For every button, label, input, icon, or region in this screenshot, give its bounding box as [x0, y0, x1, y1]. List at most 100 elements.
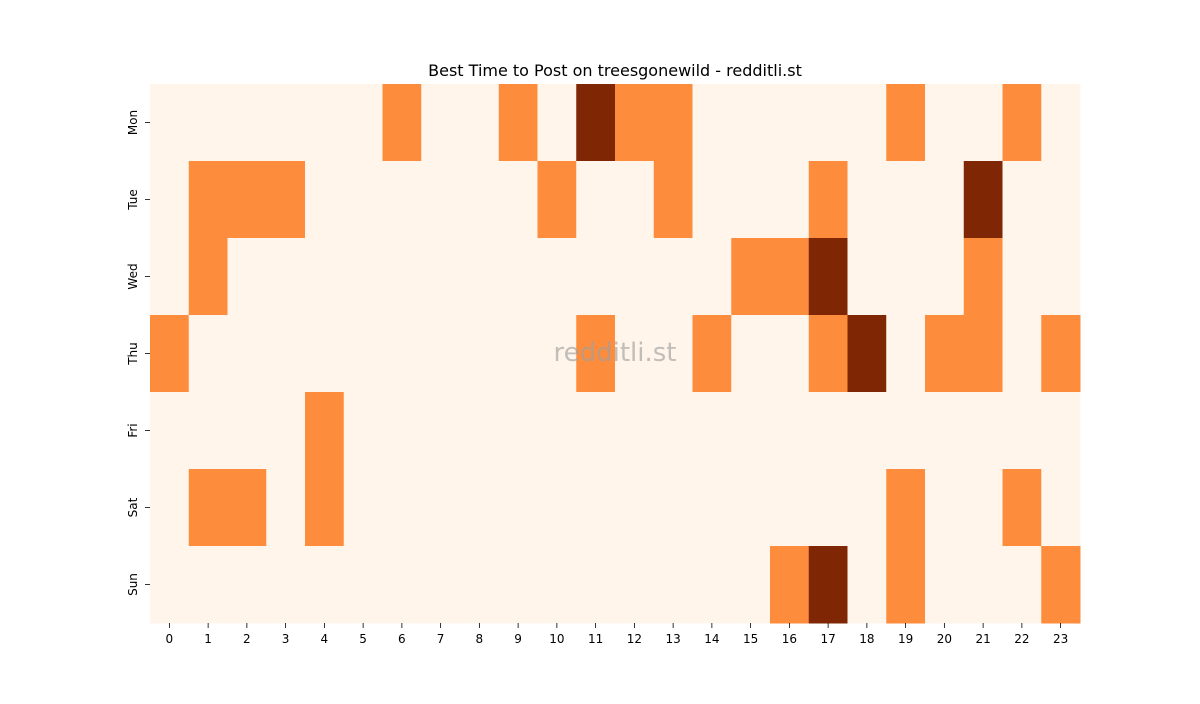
heatmap-cell-sun-13: [653, 546, 693, 624]
x-tick-label-17: 17: [820, 632, 835, 646]
heatmap-cell-thu-2: [227, 315, 267, 393]
heatmap-cell-sun-8: [460, 546, 500, 624]
x-tick-label-13: 13: [665, 632, 680, 646]
heatmap-cell-fri-17: [808, 392, 848, 470]
heatmap-cell-tue-18: [847, 161, 887, 239]
heatmap-cell-sun-5: [343, 546, 383, 624]
heatmap-cell-fri-21: [963, 392, 1003, 470]
heatmap-cell-mon-8: [460, 84, 500, 162]
heatmap-cell-tue-1: [188, 161, 228, 239]
heatmap-cell-wed-12: [615, 238, 655, 316]
heatmap-cell-mon-21: [963, 84, 1003, 162]
heatmap-cell-sat-4: [305, 469, 345, 547]
heatmap-cell-thu-3: [266, 315, 306, 393]
heatmap-cell-fri-2: [227, 392, 267, 470]
heatmap-cell-tue-20: [925, 161, 965, 239]
heatmap-cell-fri-0: [150, 392, 190, 470]
heatmap-cell-wed-3: [266, 238, 306, 316]
heatmap-cell-wed-17: [808, 238, 848, 316]
heatmap-cell-mon-1: [188, 84, 228, 162]
heatmap-cell-mon-16: [770, 84, 810, 162]
x-tick-label-1: 1: [204, 632, 212, 646]
heatmap-cell-thu-7: [421, 315, 461, 393]
heatmap-cell-fri-15: [731, 392, 771, 470]
y-tick-label-fri: Fri: [126, 423, 140, 437]
heatmap-cell-fri-23: [1041, 392, 1081, 470]
heatmap-cell-fri-4: [305, 392, 345, 470]
heatmap-cell-tue-15: [731, 161, 771, 239]
heatmap-cell-mon-12: [615, 84, 655, 162]
heatmap-cell-sat-22: [1002, 469, 1042, 547]
x-tick-label-14: 14: [704, 632, 719, 646]
heatmap-cell-sun-0: [150, 546, 190, 624]
heatmap-cell-fri-9: [498, 392, 538, 470]
heatmap-cell-sat-16: [770, 469, 810, 547]
heatmap-cell-thu-1: [188, 315, 228, 393]
heatmap-cell-fri-8: [460, 392, 500, 470]
heatmap-cell-sat-21: [963, 469, 1003, 547]
heatmap-cell-tue-7: [421, 161, 461, 239]
x-tick-label-12: 12: [627, 632, 642, 646]
x-axis: 0 1 2 3 4 5 6 7 8 9 10 11 12 13 14 15 16 17 18 19 20 21 22 23: [166, 623, 1068, 646]
y-tick-label-sat: Sat: [126, 497, 140, 517]
heatmap-cell-thu-12: [615, 315, 655, 393]
x-tick-label-20: 20: [937, 632, 952, 646]
heatmap-cell-wed-9: [498, 238, 538, 316]
heatmap-cell-sun-6: [382, 546, 422, 624]
heatmap-cell-sun-18: [847, 546, 887, 624]
heatmap-cell-tue-13: [653, 161, 693, 239]
heatmap-cell-sat-15: [731, 469, 771, 547]
heatmap-cell-mon-19: [886, 84, 926, 162]
heatmap-cell-sat-23: [1041, 469, 1081, 547]
heatmap-cell-sun-15: [731, 546, 771, 624]
x-tick-label-23: 23: [1053, 632, 1068, 646]
heatmap-cell-sun-12: [615, 546, 655, 624]
heatmap-cell-sun-23: [1041, 546, 1081, 624]
heatmap-cell-wed-23: [1041, 238, 1081, 316]
y-axis: Mon Tue Wed Thu Fri Sat Sun: [126, 110, 150, 596]
heatmap-cell-wed-20: [925, 238, 965, 316]
x-tick-label-22: 22: [1014, 632, 1029, 646]
heatmap-cell-sun-3: [266, 546, 306, 624]
heatmap-cell-sun-10: [537, 546, 577, 624]
heatmap-cell-sun-16: [770, 546, 810, 624]
heatmap-cell-tue-14: [692, 161, 732, 239]
heatmap-cell-mon-0: [150, 84, 190, 162]
heatmap-cell-sat-18: [847, 469, 887, 547]
heatmap-cell-mon-6: [382, 84, 422, 162]
heatmap-cell-sat-9: [498, 469, 538, 547]
heatmap-cell-thu-9: [498, 315, 538, 393]
heatmap-cell-wed-19: [886, 238, 926, 316]
heatmap-cells: [150, 84, 1081, 624]
heatmap-cell-tue-23: [1041, 161, 1081, 239]
heatmap-cell-fri-22: [1002, 392, 1042, 470]
heatmap-cell-tue-11: [576, 161, 616, 239]
y-tick-label-tue: Tue: [126, 189, 140, 211]
x-tick-label-18: 18: [859, 632, 874, 646]
heatmap-cell-fri-7: [421, 392, 461, 470]
heatmap-cell-sat-2: [227, 469, 267, 547]
heatmap-cell-mon-11: [576, 84, 616, 162]
heatmap-cell-sun-19: [886, 546, 926, 624]
heatmap-cell-thu-10: [537, 315, 577, 393]
heatmap-cell-wed-4: [305, 238, 345, 316]
heatmap-cell-sat-14: [692, 469, 732, 547]
x-tick-label-9: 9: [514, 632, 522, 646]
heatmap-cell-fri-3: [266, 392, 306, 470]
heatmap-cell-wed-5: [343, 238, 383, 316]
heatmap-cell-thu-0: [150, 315, 190, 393]
heatmap-cell-sun-17: [808, 546, 848, 624]
heatmap-cell-sat-6: [382, 469, 422, 547]
heatmap-cell-fri-6: [382, 392, 422, 470]
heatmap-cell-sat-12: [615, 469, 655, 547]
x-tick-label-16: 16: [782, 632, 797, 646]
heatmap-cell-tue-0: [150, 161, 190, 239]
heatmap-cell-wed-1: [188, 238, 228, 316]
heatmap-cell-mon-9: [498, 84, 538, 162]
heatmap-cell-tue-5: [343, 161, 383, 239]
heatmap-cell-wed-14: [692, 238, 732, 316]
x-tick-label-0: 0: [166, 632, 174, 646]
heatmap-cell-mon-7: [421, 84, 461, 162]
heatmap-cell-fri-1: [188, 392, 228, 470]
